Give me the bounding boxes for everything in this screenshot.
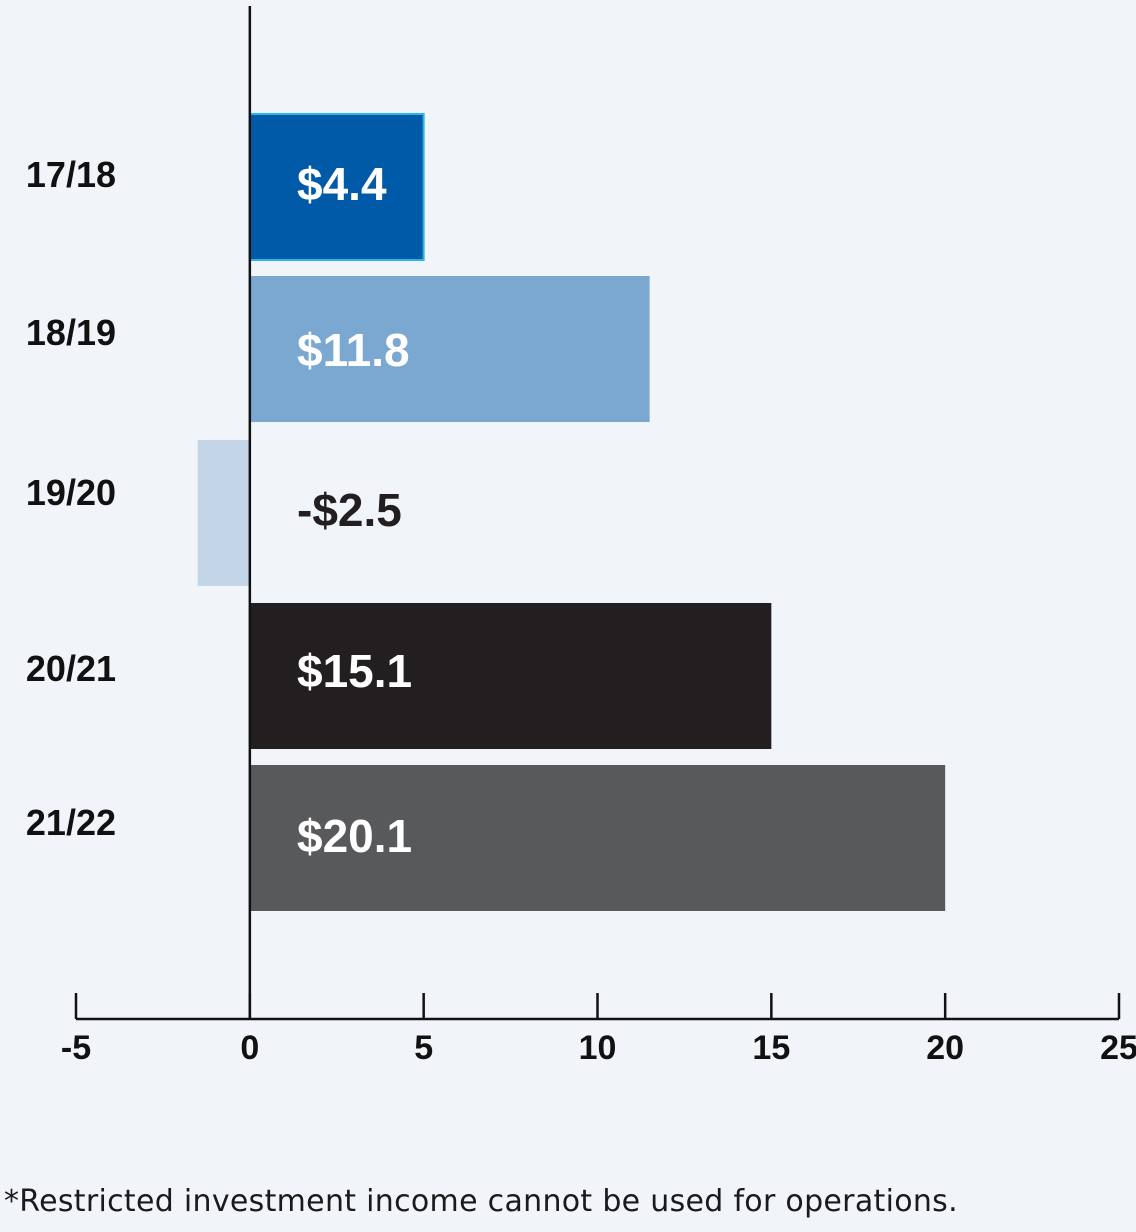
bar-21-22 bbox=[249, 765, 946, 911]
category-label: 20/21 bbox=[26, 648, 116, 689]
category-label: 18/19 bbox=[26, 312, 116, 353]
x-tick-label: 15 bbox=[752, 1029, 790, 1067]
x-tick-label: 20 bbox=[926, 1029, 964, 1067]
data-label: $15.1 bbox=[297, 645, 412, 697]
data-label: -$2.5 bbox=[297, 484, 402, 536]
footnote: *Restricted investment income cannot be … bbox=[4, 1184, 958, 1219]
bar-19-20 bbox=[197, 440, 250, 586]
x-tick-label: 0 bbox=[240, 1029, 259, 1067]
bar-chart: -5 0 5 10 15 20 25 17/18 18/19 19/20 20/21 21/22 $4.… bbox=[26, 6, 1136, 1067]
bar-18-19 bbox=[249, 276, 650, 422]
data-label: $20.1 bbox=[297, 810, 412, 862]
x-tick-label: 5 bbox=[414, 1029, 433, 1067]
data-label: $11.8 bbox=[297, 324, 410, 376]
data-label: $4.4 bbox=[297, 158, 387, 210]
bar-17-18 bbox=[248, 113, 425, 261]
x-tick-label: -5 bbox=[61, 1029, 91, 1067]
x-tick-label: 10 bbox=[579, 1029, 617, 1067]
category-label: 19/20 bbox=[26, 472, 116, 513]
category-label: 21/22 bbox=[26, 802, 116, 843]
x-tick-label: 25 bbox=[1100, 1029, 1136, 1067]
category-label: 17/18 bbox=[26, 154, 116, 195]
bar-20-21 bbox=[249, 603, 772, 749]
